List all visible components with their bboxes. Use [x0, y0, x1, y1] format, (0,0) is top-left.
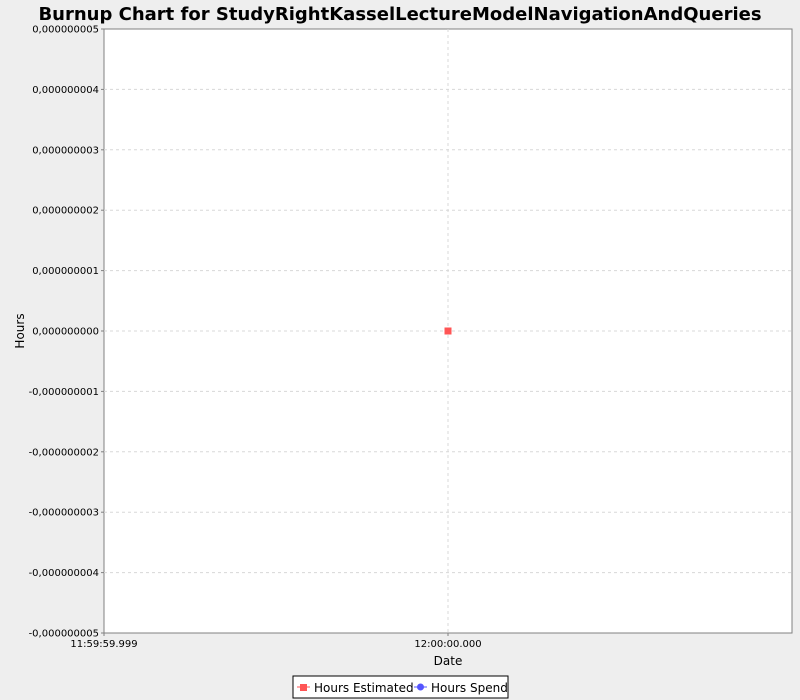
- legend-marker-estimated: [300, 684, 307, 691]
- y-tick-label: -0,000000004: [29, 568, 99, 579]
- y-tick-label: 0,000000003: [32, 145, 99, 156]
- grid-lines: [104, 29, 792, 633]
- y-axis-ticks: 0,000000005 0,000000004 0,000000003 0,00000…: [29, 25, 104, 640]
- chart-title: Burnup Chart for StudyRightKasselLecture…: [38, 4, 761, 25]
- y-tick-label: 0,000000002: [32, 206, 99, 217]
- x-tick-label: 11:59:59.999: [70, 639, 137, 650]
- legend-label-estimated: Hours Estimated: [314, 681, 414, 695]
- legend-label-spend: Hours Spend: [431, 681, 508, 695]
- y-tick-label: 0,000000000: [32, 327, 99, 338]
- x-axis-label: Date: [434, 654, 463, 668]
- data-points: [444, 327, 452, 335]
- y-axis-label: Hours: [13, 313, 27, 348]
- y-tick-label: 0,000000001: [32, 266, 99, 277]
- data-point-hours-estimated: [444, 327, 452, 335]
- legend: Hours Estimated Hours Spend: [292, 675, 509, 699]
- y-tick-label: -0,000000005: [29, 629, 99, 640]
- legend-box: [292, 675, 509, 699]
- y-tick-label: -0,000000003: [29, 508, 99, 519]
- legend-marker-spend: [417, 683, 424, 691]
- x-tick-label: 12:00:00.000: [414, 639, 481, 650]
- y-tick-label: 0,000000004: [32, 85, 99, 96]
- y-tick-label: -0,000000001: [29, 387, 99, 398]
- y-tick-label: 0,000000005: [32, 25, 99, 36]
- y-tick-label: -0,000000002: [29, 447, 99, 458]
- x-axis-ticks: 11:59:59.999 12:00:00.000: [70, 633, 482, 650]
